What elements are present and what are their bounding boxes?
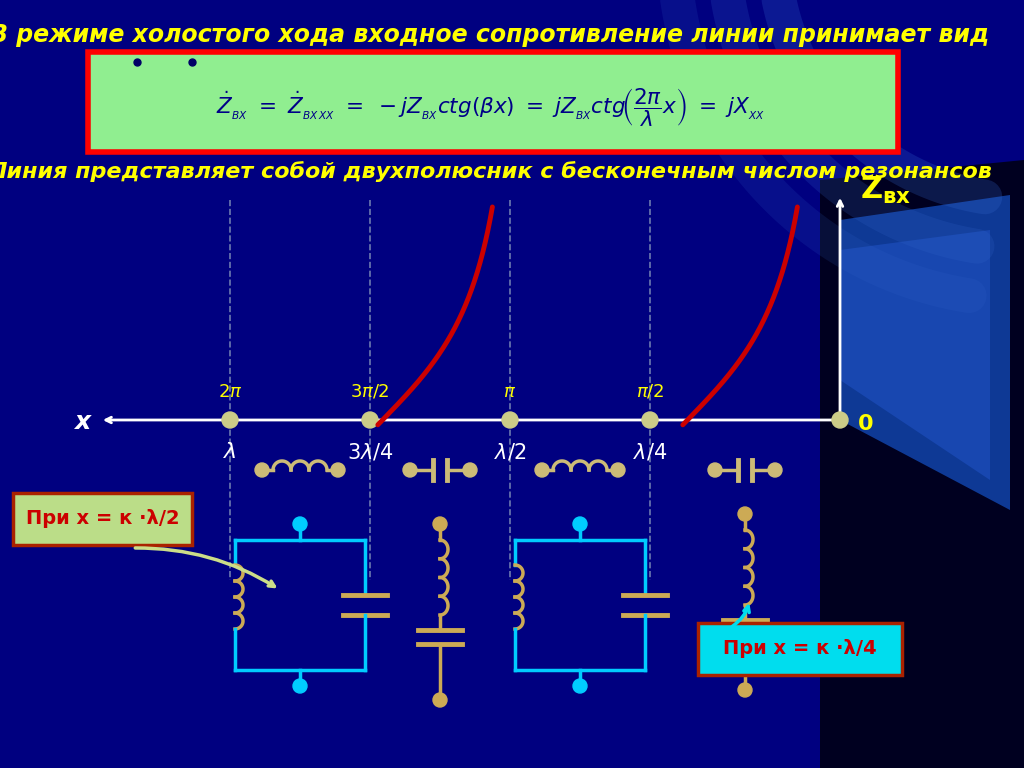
Circle shape bbox=[738, 683, 752, 697]
Circle shape bbox=[293, 679, 307, 693]
FancyBboxPatch shape bbox=[13, 493, 193, 545]
Circle shape bbox=[463, 463, 477, 477]
Circle shape bbox=[573, 679, 587, 693]
Text: $\lambda$: $\lambda$ bbox=[223, 442, 237, 462]
Polygon shape bbox=[840, 195, 1010, 510]
FancyBboxPatch shape bbox=[88, 52, 898, 152]
Circle shape bbox=[293, 517, 307, 531]
FancyBboxPatch shape bbox=[698, 623, 902, 675]
Text: x: x bbox=[74, 410, 90, 434]
Text: $\pi/2$: $\pi/2$ bbox=[636, 383, 664, 401]
Text: $2\pi$: $2\pi$ bbox=[218, 383, 243, 401]
Text: 0: 0 bbox=[858, 414, 873, 434]
Circle shape bbox=[502, 412, 518, 428]
Text: $\pi$: $\pi$ bbox=[504, 383, 516, 401]
Circle shape bbox=[642, 412, 658, 428]
Circle shape bbox=[611, 463, 625, 477]
Text: $\lambda/2$: $\lambda/2$ bbox=[494, 442, 526, 462]
Text: Линия представляет собой двухполюсник с бесконечным числом резонансов: Линия представляет собой двухполюсник с … bbox=[0, 161, 992, 183]
Circle shape bbox=[433, 517, 447, 531]
Circle shape bbox=[535, 463, 549, 477]
Circle shape bbox=[403, 463, 417, 477]
Polygon shape bbox=[840, 230, 990, 480]
Text: В режиме холостого хода входное сопротивление линии принимает вид: В режиме холостого хода входное сопротив… bbox=[0, 23, 989, 47]
Circle shape bbox=[222, 412, 238, 428]
Circle shape bbox=[255, 463, 269, 477]
Text: $3\pi/2$: $3\pi/2$ bbox=[350, 383, 390, 401]
Text: $\lambda/4$: $\lambda/4$ bbox=[633, 442, 668, 462]
Circle shape bbox=[331, 463, 345, 477]
Circle shape bbox=[573, 517, 587, 531]
Circle shape bbox=[768, 463, 782, 477]
Text: При x = к ·λ/2: При x = к ·λ/2 bbox=[26, 509, 179, 528]
Circle shape bbox=[708, 463, 722, 477]
Text: $3\lambda/4$: $3\lambda/4$ bbox=[346, 442, 393, 462]
Polygon shape bbox=[820, 160, 1024, 768]
Circle shape bbox=[738, 507, 752, 521]
Text: $\dot{Z}_{_{BX}}\ =\ \dot{Z}_{_{BX\,XX}}\ =\ -jZ_{_{BX}}ctg(\beta x)\ =\ jZ_{_{B: $\dot{Z}_{_{BX}}\ =\ \dot{Z}_{_{BX\,XX}}… bbox=[215, 87, 765, 129]
Circle shape bbox=[362, 412, 378, 428]
Circle shape bbox=[831, 412, 848, 428]
Circle shape bbox=[433, 693, 447, 707]
Text: При x = к ·λ/4: При x = к ·λ/4 bbox=[723, 640, 877, 658]
Text: $\mathbf{Z_{вх}}$: $\mathbf{Z_{вх}}$ bbox=[860, 174, 911, 206]
